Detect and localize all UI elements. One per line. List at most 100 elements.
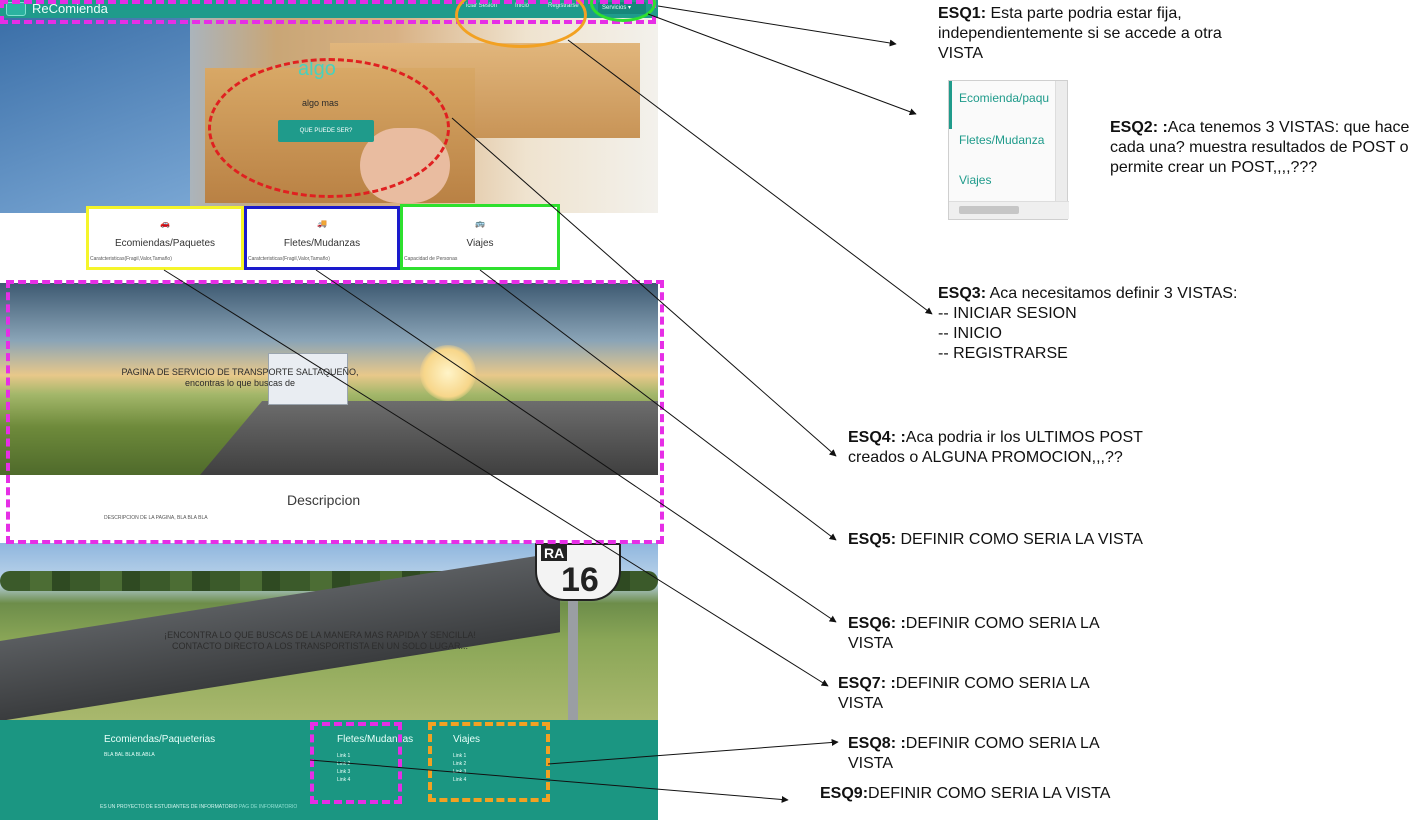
- description-title: Descripcion: [287, 492, 361, 508]
- feature-fletes[interactable]: 🚚 Fletes/Mudanzas Caratcteristicas(Fragi…: [244, 206, 400, 270]
- footer-copy-text: ES UN PROYECTO DE ESTUDIANTES DE INFORMA…: [100, 804, 238, 810]
- footer-link[interactable]: Link 3: [453, 769, 467, 775]
- annotation-esq7-box: [400, 204, 560, 270]
- feature-desc: Capacidad de Personas: [404, 256, 458, 262]
- feature-ecomiendas[interactable]: 🚗 Ecomiendas/Paquetes Caratcteristicas(F…: [86, 206, 244, 270]
- route-sign-ra: RA: [541, 545, 568, 561]
- services-item[interactable]: Viajes: [959, 173, 992, 187]
- annotation-esq8-box: [428, 722, 550, 802]
- note-esq8-text: DEFINIR COMO SERIA LA VISTA: [848, 735, 1099, 772]
- footer-copyright: ES UN PROYECTO DE ESTUDIANTES DE INFORMA…: [100, 804, 297, 810]
- note-esq6: ESQ6: :DEFINIR COMO SERIA LA VISTA: [848, 614, 1148, 654]
- footer-col2-links: Link 1 Link 2 Link 3 Link 4: [337, 752, 350, 784]
- arrow-esq7: [163, 269, 829, 687]
- sun-shape: [420, 345, 476, 401]
- feature-title: Ecomiendas/Paquetes: [114, 238, 216, 249]
- feature-desc: Caratcteristicas(Fragil,Valor,Tamaño): [90, 256, 172, 262]
- note-esq1-text: Esta parte podria estar fija, independie…: [938, 5, 1222, 62]
- arrow-esq4: [451, 117, 837, 457]
- arrow-esq5: [479, 269, 837, 541]
- arrow-esq2: [647, 13, 917, 116]
- services-selected-indicator: [949, 81, 952, 129]
- note-esq2: ESQ2: :Aca tenemos 3 VISTAS: que hace ca…: [1110, 118, 1410, 178]
- footer-copy-link[interactable]: PAG DE INFORMATORIO: [238, 804, 298, 810]
- brand-name: ReComienda: [32, 1, 108, 16]
- hero-person-shape: [0, 18, 190, 213]
- annotation-esq5-box: [86, 206, 244, 270]
- footer-col1-title: Ecomiendas/Paqueterias: [104, 734, 216, 745]
- note-esq1-label: ESQ1:: [938, 5, 987, 22]
- banner-road-text: ¡ENCONTRA LO QUE BUSCAS DE LA MANERA MAS…: [110, 630, 530, 652]
- footer-link[interactable]: Link 2: [337, 761, 351, 767]
- footer-col3-title: Viajes: [453, 734, 481, 745]
- banner-truck: PAGINA DE SERVICIO DE TRANSPORTE SALTAQU…: [0, 283, 658, 475]
- arrow-esq9: [309, 759, 789, 803]
- sign-post-shape: [568, 601, 578, 720]
- note-esq3-label: ESQ3:: [938, 285, 987, 302]
- note-esq8: ESQ8: :DEFINIR COMO SERIA LA VISTA: [848, 734, 1148, 774]
- feature-title: Viajes: [466, 238, 494, 249]
- note-esq7-label: ESQ7: :: [838, 675, 896, 692]
- arrow-esq8: [547, 738, 839, 765]
- truck-icon: 🚚: [317, 219, 327, 228]
- route-sign-number: 16: [561, 561, 599, 599]
- note-esq8-label: ESQ8: :: [848, 735, 906, 752]
- arrow-esq6: [315, 269, 837, 623]
- banner-road-line1: ¡ENCONTRA LO QUE BUSCAS DE LA MANERA MAS…: [164, 630, 476, 640]
- annotation-esq6-box: [244, 206, 400, 270]
- vertical-scrollbar[interactable]: [1055, 81, 1067, 203]
- horizontal-scrollbar[interactable]: [949, 201, 1069, 219]
- note-esq2-label: ESQ2: :: [1110, 119, 1168, 136]
- note-esq3-item: -- INICIO: [938, 325, 1002, 342]
- footer-link[interactable]: Link 4: [453, 777, 467, 783]
- bus-icon: 🚌: [475, 219, 485, 228]
- feature-viajes[interactable]: 🚌 Viajes Capacidad de Personas: [400, 206, 560, 270]
- arrow-esq3: [567, 39, 933, 315]
- note-esq1: ESQ1: Esta parte podria estar fija, inde…: [938, 4, 1248, 64]
- footer-link[interactable]: Link 3: [337, 769, 351, 775]
- route-sign: RA 16: [535, 543, 621, 601]
- banner-truck-line1: PAGINA DE SERVICIO DE TRANSPORTE SALTAQU…: [121, 367, 359, 377]
- description-text: DESCRIPCION DE LA PAGINA, BLA BLA BLA: [104, 515, 208, 521]
- annotation-esq9-box: [310, 722, 402, 804]
- footer-col2-title: Fletes/Mudanzas: [337, 734, 414, 745]
- annotation-esq4-ellipse: [208, 58, 450, 198]
- note-esq3-item: -- REGISTRARSE: [938, 345, 1068, 362]
- note-esq2-text: Aca tenemos 3 VISTAS: que hace cada una?…: [1110, 119, 1410, 176]
- banner-truck-line2: encontras lo que buscas de: [184, 378, 296, 388]
- note-esq6-label: ESQ6: :: [848, 615, 906, 632]
- note-esq9-text: DEFINIR COMO SERIA LA VISTA: [868, 785, 1111, 802]
- note-esq5: ESQ5: DEFINIR COMO SERIA LA VISTA: [848, 530, 1148, 550]
- note-esq4: ESQ4: :Aca podria ir los ULTIMOS POST cr…: [848, 428, 1148, 468]
- banner-road: RA 16 ¡ENCONTRA LO QUE BUSCAS DE LA MANE…: [0, 543, 658, 720]
- feature-title: Fletes/Mudanzas: [283, 238, 361, 249]
- note-esq7-text: DEFINIR COMO SERIA LA VISTA: [838, 675, 1089, 712]
- banner-truck-text: PAGINA DE SERVICIO DE TRANSPORTE SALTAQU…: [60, 367, 420, 389]
- note-esq6-text: DEFINIR COMO SERIA LA VISTA: [848, 615, 1099, 652]
- services-item[interactable]: Ecomienda/paqu: [959, 91, 1050, 105]
- services-list-preview: Ecomienda/paqu Fletes/Mudanza Viajes: [948, 80, 1069, 220]
- annotation-esq1-box: [0, 0, 656, 24]
- footer-link[interactable]: Link 2: [453, 761, 467, 767]
- services-item[interactable]: Fletes/Mudanza: [959, 133, 1045, 147]
- footer-col1-text: BLA BAL BLA BLABLA: [104, 752, 155, 758]
- footer-link[interactable]: Link 4: [337, 777, 351, 783]
- note-esq3: ESQ3: Aca necesitamos definir 3 VISTAS: …: [938, 284, 1298, 364]
- feature-desc: Caratcteristicas(Fragil,Valor,Tamaño): [248, 256, 330, 262]
- brand-logo[interactable]: ReComienda: [6, 1, 108, 16]
- note-esq5-label: ESQ5:: [848, 531, 897, 548]
- truck-shape: [268, 353, 348, 405]
- car-icon: 🚗: [160, 219, 170, 228]
- banner-road-line2: CONTACTO DIRECTO A LOS TRANSPORTISTA EN …: [171, 641, 469, 651]
- note-esq5-text: DEFINIR COMO SERIA LA VISTA: [896, 531, 1143, 548]
- description-section: Descripcion DESCRIPCION DE LA PAGINA, BL…: [0, 475, 658, 543]
- note-esq4-text: Aca podria ir los ULTIMOS POST creados o…: [848, 429, 1143, 466]
- arrow-esq1: [657, 5, 897, 47]
- note-esq9-label: ESQ9:: [820, 785, 869, 802]
- footer-link[interactable]: Link 1: [453, 753, 467, 759]
- scrollbar-thumb[interactable]: [959, 206, 1019, 214]
- footer-link[interactable]: Link 1: [337, 753, 351, 759]
- note-esq4-label: ESQ4: :: [848, 429, 906, 446]
